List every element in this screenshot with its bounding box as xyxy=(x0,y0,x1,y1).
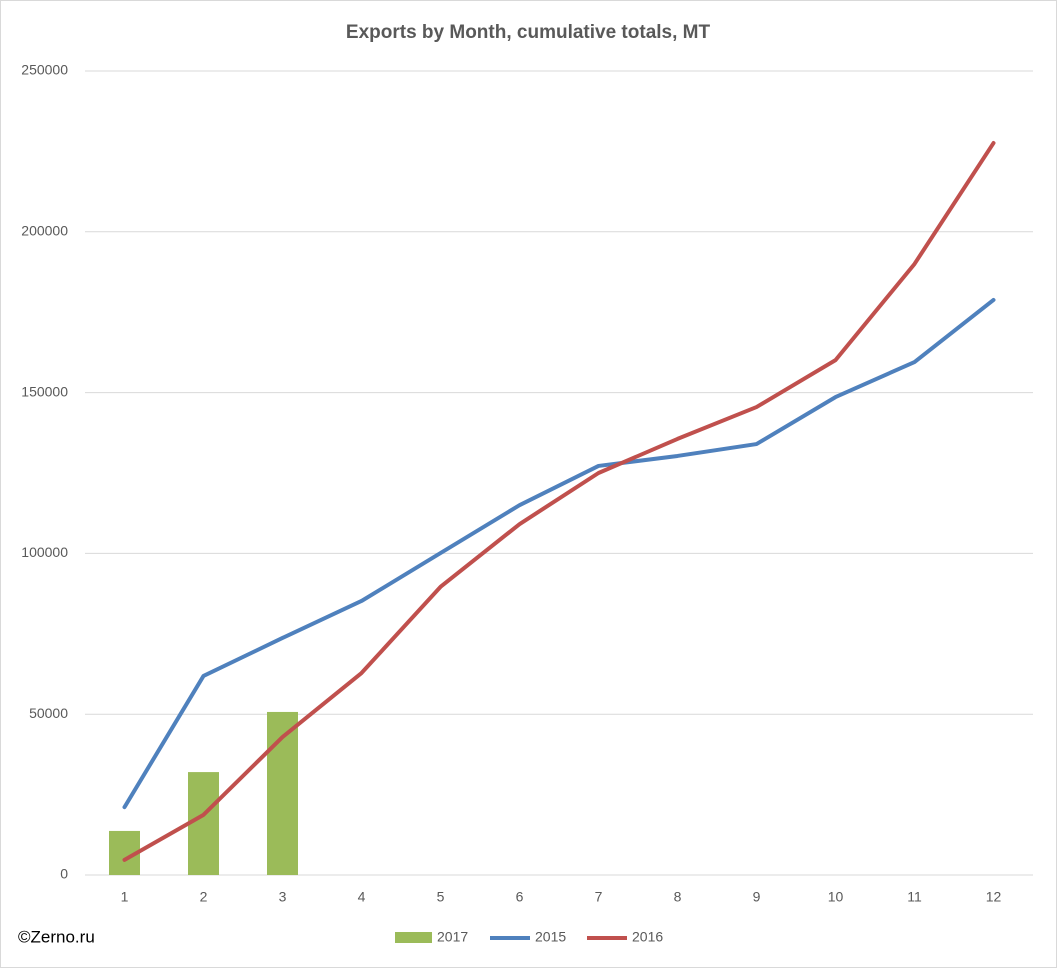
line xyxy=(122,141,996,862)
x-tick-label: 5 xyxy=(437,889,445,905)
y-tick-label: 150000 xyxy=(21,383,68,399)
x-tick-label: 2 xyxy=(200,889,208,905)
x-tick-label: 3 xyxy=(279,889,287,905)
x-tick-label: 6 xyxy=(516,889,524,905)
source-label: ©Zerno.ru xyxy=(18,927,95,946)
chart-title: Exports by Month, cumulative totals, MT xyxy=(346,22,711,43)
legend-label: 2015 xyxy=(535,929,566,945)
x-tick-label: 12 xyxy=(986,889,1002,905)
y-tick-label: 250000 xyxy=(21,62,68,78)
legend-label: 2016 xyxy=(632,929,663,945)
x-tick-label: 11 xyxy=(907,889,922,905)
y-tick-label: 0 xyxy=(60,866,68,882)
y-tick-label: 100000 xyxy=(21,544,68,560)
y-tick-label: 50000 xyxy=(29,705,68,721)
x-tick-label: 1 xyxy=(121,889,129,905)
line xyxy=(122,297,996,810)
bar xyxy=(188,772,219,875)
y-tick-label: 200000 xyxy=(21,223,68,239)
legend-swatch xyxy=(395,932,432,943)
x-tick-label: 8 xyxy=(674,889,682,905)
legend-label: 2017 xyxy=(437,929,468,945)
x-tick-label: 4 xyxy=(358,889,366,905)
x-tick-label: 7 xyxy=(595,889,603,905)
x-tick-label: 10 xyxy=(828,889,844,905)
x-tick-label: 9 xyxy=(753,889,761,905)
